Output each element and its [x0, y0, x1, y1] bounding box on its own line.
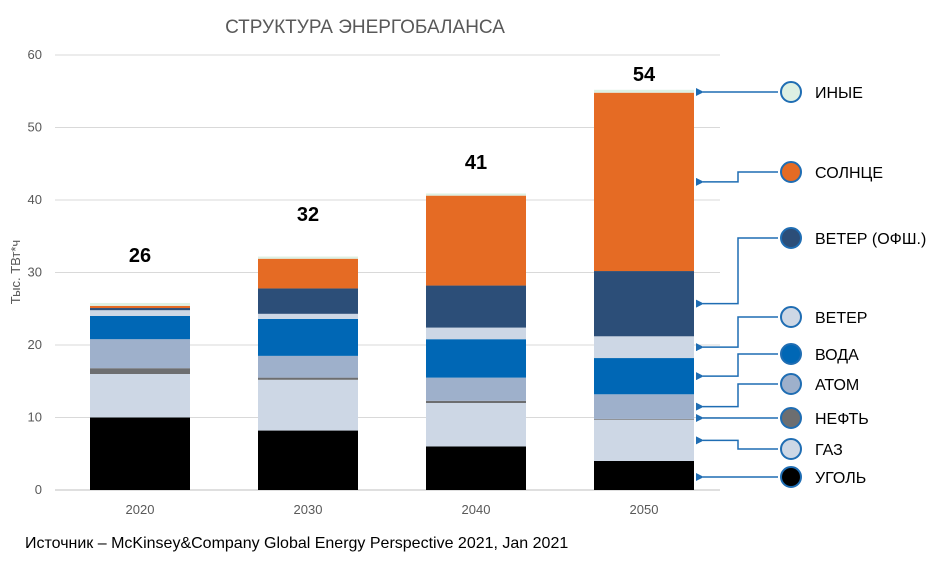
source-note: Источник – McKinsey&Company Global Energ… [25, 535, 568, 552]
legend: УГОЛЬ ГАЗ НЕФТЬ АТОМ ВОДА ВЕТЕР ВЕТЕР (ОФШ.) СО… [696, 81, 926, 488]
x-tick-label: 2030 [294, 502, 323, 517]
legend-label: ВЕТЕР [815, 310, 867, 327]
x-tick-label: 2040 [462, 502, 491, 517]
bar-segment [426, 339, 526, 378]
bar-segment [90, 368, 190, 374]
bar-segment [426, 285, 526, 328]
bar-segment [90, 316, 190, 340]
legend-connector [696, 383, 778, 411]
y-tick-label: 50 [28, 120, 42, 135]
x-tick-label: 2050 [630, 502, 659, 517]
legend-label: ГАЗ [815, 442, 843, 459]
bar-segment [594, 92, 694, 272]
legend-connector [696, 316, 778, 352]
y-tick-label: 40 [28, 192, 42, 207]
bar-segment [426, 403, 526, 447]
legend-swatch [780, 466, 802, 488]
y-tick-label: 60 [28, 47, 42, 62]
bar-segment [258, 288, 358, 314]
legend-label: ВЕТЕР (ОФШ.) [815, 231, 926, 248]
legend-swatch [780, 438, 802, 460]
bar-segment [258, 355, 358, 378]
bar-segment [426, 400, 526, 403]
legend-connector [696, 171, 778, 186]
legend-swatch [780, 373, 802, 395]
bar-segment [426, 327, 526, 340]
bar-segment [90, 310, 190, 316]
legend-label: ВОДА [815, 347, 859, 364]
bars [90, 89, 694, 490]
y-tick-label: 30 [28, 265, 42, 280]
bar-segment [258, 256, 358, 259]
bar-segment [426, 193, 526, 196]
y-tick-label: 10 [28, 410, 42, 425]
bar-segment [594, 461, 694, 490]
bar-segment [594, 336, 694, 359]
bar-segment [258, 313, 358, 319]
bar-segment [426, 446, 526, 490]
y-axis-label: Тыс. ТВт*ч [8, 240, 23, 304]
bar-segment [258, 379, 358, 431]
bar-segment [594, 89, 694, 93]
y-tick-label: 20 [28, 337, 42, 352]
bar-total-label: 41 [465, 152, 487, 174]
bar-total-label: 32 [297, 204, 319, 226]
bar-segment [594, 394, 694, 419]
legend-connector [696, 237, 778, 308]
bar-segment [594, 358, 694, 395]
bar-segment [258, 430, 358, 490]
legend-swatch [780, 227, 802, 249]
legend-label: АТОМ [815, 377, 859, 394]
bar-segment [258, 318, 358, 356]
bar-segment [594, 419, 694, 461]
bar-segment [258, 258, 358, 289]
x-tick-label: 2020 [126, 502, 155, 517]
bar-segment [594, 418, 694, 420]
legend-connector [696, 436, 778, 450]
legend-swatch [780, 407, 802, 429]
bar-segment [90, 374, 190, 418]
bar-total-label: 26 [129, 245, 151, 267]
bar-segment [90, 308, 190, 311]
bar-segment [90, 305, 190, 309]
bar-segment [258, 377, 358, 380]
y-tick-label: 0 [35, 482, 42, 497]
bar-segment [426, 195, 526, 286]
legend-swatch [780, 161, 802, 183]
chart-title: СТРУКТУРА ЭНЕРГОБАЛАНСА [225, 17, 505, 38]
bar-segment [426, 377, 526, 401]
bar-segment [90, 339, 190, 369]
legend-connector [696, 353, 778, 381]
bar-total-label: 54 [633, 64, 656, 86]
bar-segment [594, 271, 694, 337]
bar-segment [90, 417, 190, 490]
legend-label: СОЛНЦЕ [815, 165, 883, 182]
bar-totals: 26 32 41 54 [129, 64, 656, 267]
legend-label: НЕФТЬ [815, 411, 869, 428]
legend-swatch [780, 81, 802, 103]
legend-swatch [780, 306, 802, 328]
legend-label: ИНЫЕ [815, 85, 863, 102]
legend-label: УГОЛЬ [815, 470, 866, 487]
legend-swatch [780, 343, 802, 365]
y-tick-labels: 0 10 20 30 40 50 60 [28, 47, 42, 497]
bar-segment [90, 302, 190, 306]
x-tick-labels: 2020 2030 2040 2050 [126, 502, 659, 517]
